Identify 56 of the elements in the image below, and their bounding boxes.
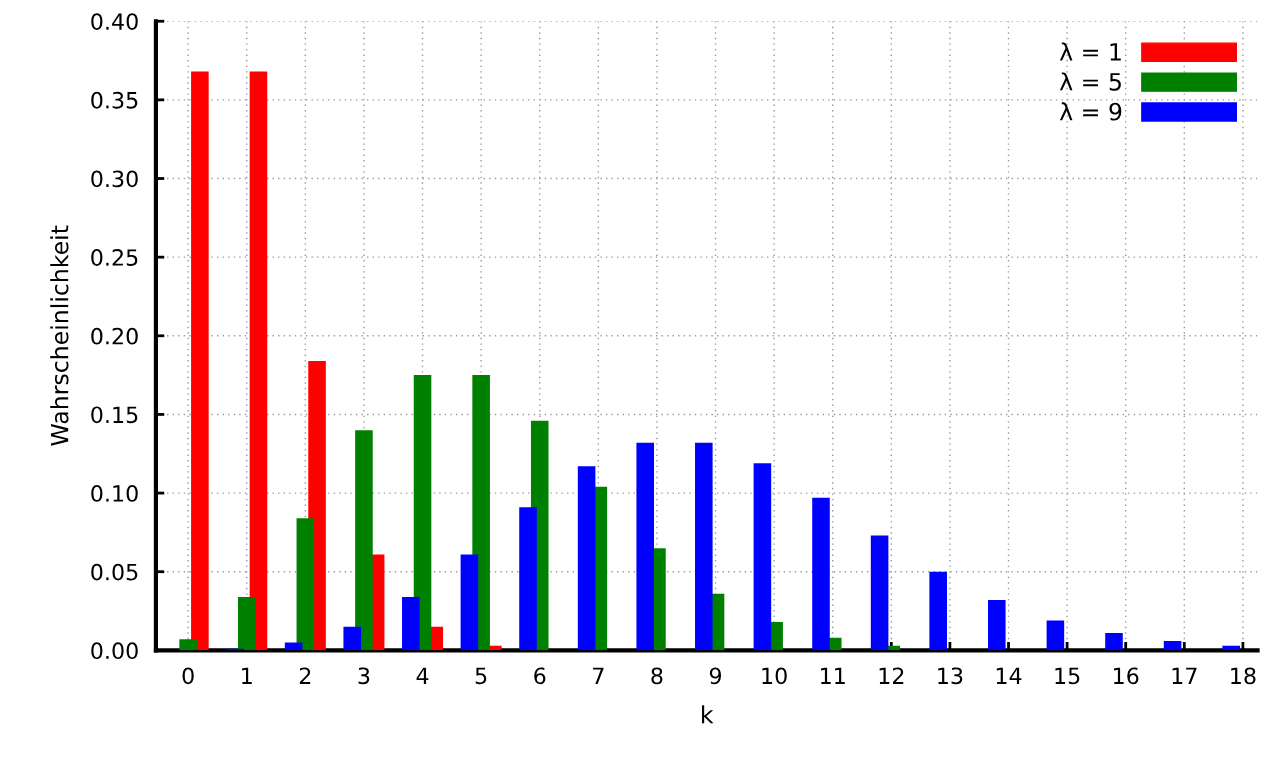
bar (402, 596, 420, 651)
bar (237, 596, 256, 651)
x-tick-label: 0 (182, 667, 194, 685)
bar (988, 600, 1006, 651)
bar (296, 518, 315, 651)
bar (284, 642, 303, 651)
legend-label: λ = 1 (1059, 42, 1121, 61)
bar (413, 375, 432, 651)
x-tick-label: 7 (593, 667, 604, 684)
bar (1163, 640, 1182, 651)
y-tick-label: 0.30 (91, 170, 138, 188)
x-tick-label: 1 (242, 667, 252, 684)
x-tick-label: 2 (299, 667, 311, 684)
x-tick-label: 10 (762, 667, 787, 685)
y-tick-label: 0.40 (91, 13, 138, 30)
x-tick-label: 5 (475, 667, 487, 685)
x-axis-title: k (702, 705, 714, 724)
y-tick-label: 0.35 (91, 91, 138, 109)
bar (460, 554, 479, 651)
x-tick-label: 12 (879, 667, 904, 684)
y-tick-label: 0.15 (91, 406, 138, 424)
x-tick-label: 4 (416, 667, 429, 684)
bar (753, 463, 772, 651)
legend-label: λ = 9 (1059, 102, 1122, 121)
bar (519, 507, 537, 651)
x-tick-label: 16 (1114, 667, 1139, 685)
x-tick-label: 15 (1055, 667, 1080, 685)
x-tick-label: 9 (709, 667, 722, 685)
x-tick-label: 14 (996, 667, 1022, 684)
legend-label: λ = 5 (1059, 72, 1121, 91)
y-tick-label: 0.25 (91, 249, 138, 266)
x-tick-label: 6 (534, 667, 546, 685)
y-tick-label: 0.05 (91, 563, 138, 581)
bar (1046, 620, 1065, 651)
x-tick-label: 17 (1172, 667, 1197, 684)
bar (179, 639, 197, 651)
y-tick-label: 0.00 (91, 642, 138, 660)
bar (343, 626, 362, 651)
x-tick-label: 13 (938, 667, 963, 685)
bar (929, 571, 947, 651)
y-tick-label: 0.20 (91, 327, 138, 345)
bar (577, 466, 596, 651)
bar (355, 430, 373, 651)
bar (1105, 633, 1123, 651)
y-tick-label: 0.10 (91, 485, 138, 502)
y-axis-title: Wahrscheinlichkeit (50, 225, 69, 446)
bar (636, 442, 654, 651)
bar (812, 497, 830, 651)
x-tick-label: 8 (651, 667, 663, 685)
bar (695, 442, 713, 651)
bar (870, 535, 889, 651)
bar (191, 71, 209, 651)
x-tick-label: 18 (1231, 667, 1256, 685)
x-tick-label: 11 (821, 667, 845, 684)
bar (249, 71, 268, 651)
x-tick-label: 3 (358, 667, 370, 685)
